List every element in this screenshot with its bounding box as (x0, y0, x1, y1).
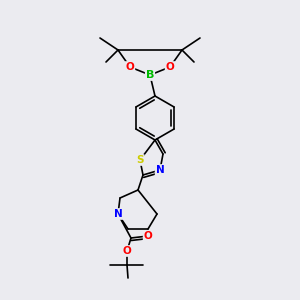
Text: B: B (146, 70, 154, 80)
Text: N: N (156, 165, 164, 175)
Text: O: O (166, 62, 174, 72)
Text: O: O (126, 62, 134, 72)
Text: N: N (114, 209, 122, 219)
Text: S: S (136, 155, 144, 165)
Text: O: O (144, 231, 152, 241)
Text: O: O (123, 246, 131, 256)
